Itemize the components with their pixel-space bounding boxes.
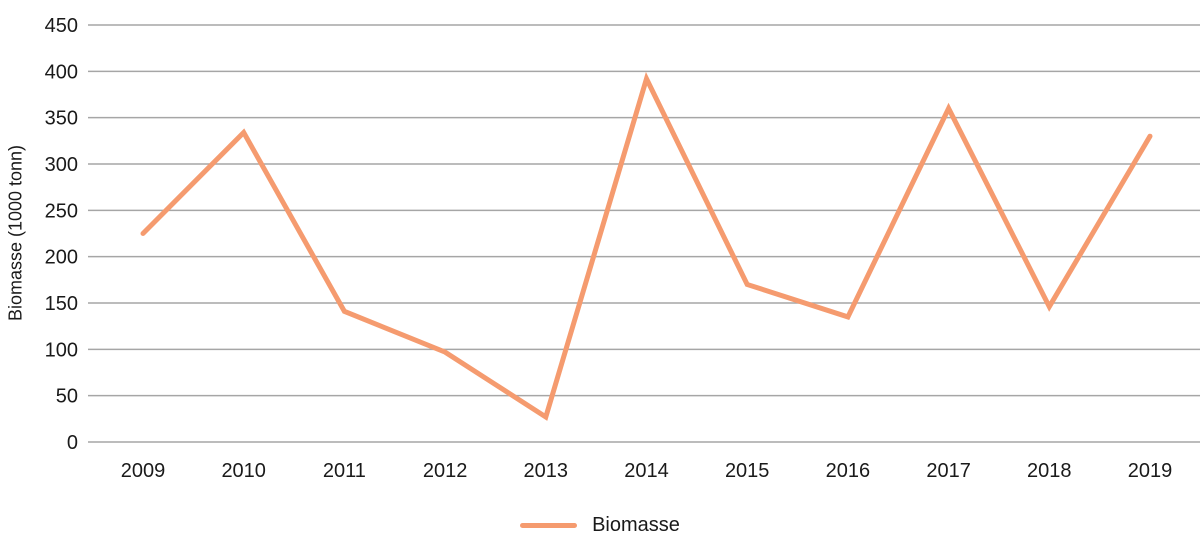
x-tick-label: 2009 xyxy=(121,460,166,482)
x-tick-label: 2012 xyxy=(423,460,468,482)
x-tick-label: 2015 xyxy=(725,460,770,482)
y-tick-label: 100 xyxy=(45,339,78,361)
legend-line-swatch xyxy=(520,523,578,528)
y-tick-label: 300 xyxy=(45,154,78,176)
x-tick-label: 2017 xyxy=(926,460,971,482)
x-tick-label: 2010 xyxy=(221,460,266,482)
legend-label: Biomasse xyxy=(592,514,680,536)
x-tick-label: 2013 xyxy=(524,460,569,482)
y-tick-label: 200 xyxy=(45,247,78,269)
y-tick-label: 400 xyxy=(45,61,78,83)
y-tick-label: 350 xyxy=(45,108,78,130)
series-line-biomasse xyxy=(140,71,1153,421)
x-tick-label: 2018 xyxy=(1027,460,1072,482)
y-tick-label: 450 xyxy=(45,15,78,37)
y-axis-title: Biomasse (1000 tonn) xyxy=(5,144,26,322)
x-tick-label: 2011 xyxy=(323,460,366,482)
x-tick-label: 2014 xyxy=(624,460,669,482)
y-tick-label: 150 xyxy=(45,293,78,315)
x-tick-label: 2019 xyxy=(1128,460,1173,482)
y-tick-label: 0 xyxy=(67,432,78,454)
x-tick-label: 2016 xyxy=(826,460,871,482)
y-tick-label: 50 xyxy=(56,386,78,408)
y-tick-label: 250 xyxy=(45,200,78,222)
legend: Biomasse xyxy=(0,514,1200,537)
